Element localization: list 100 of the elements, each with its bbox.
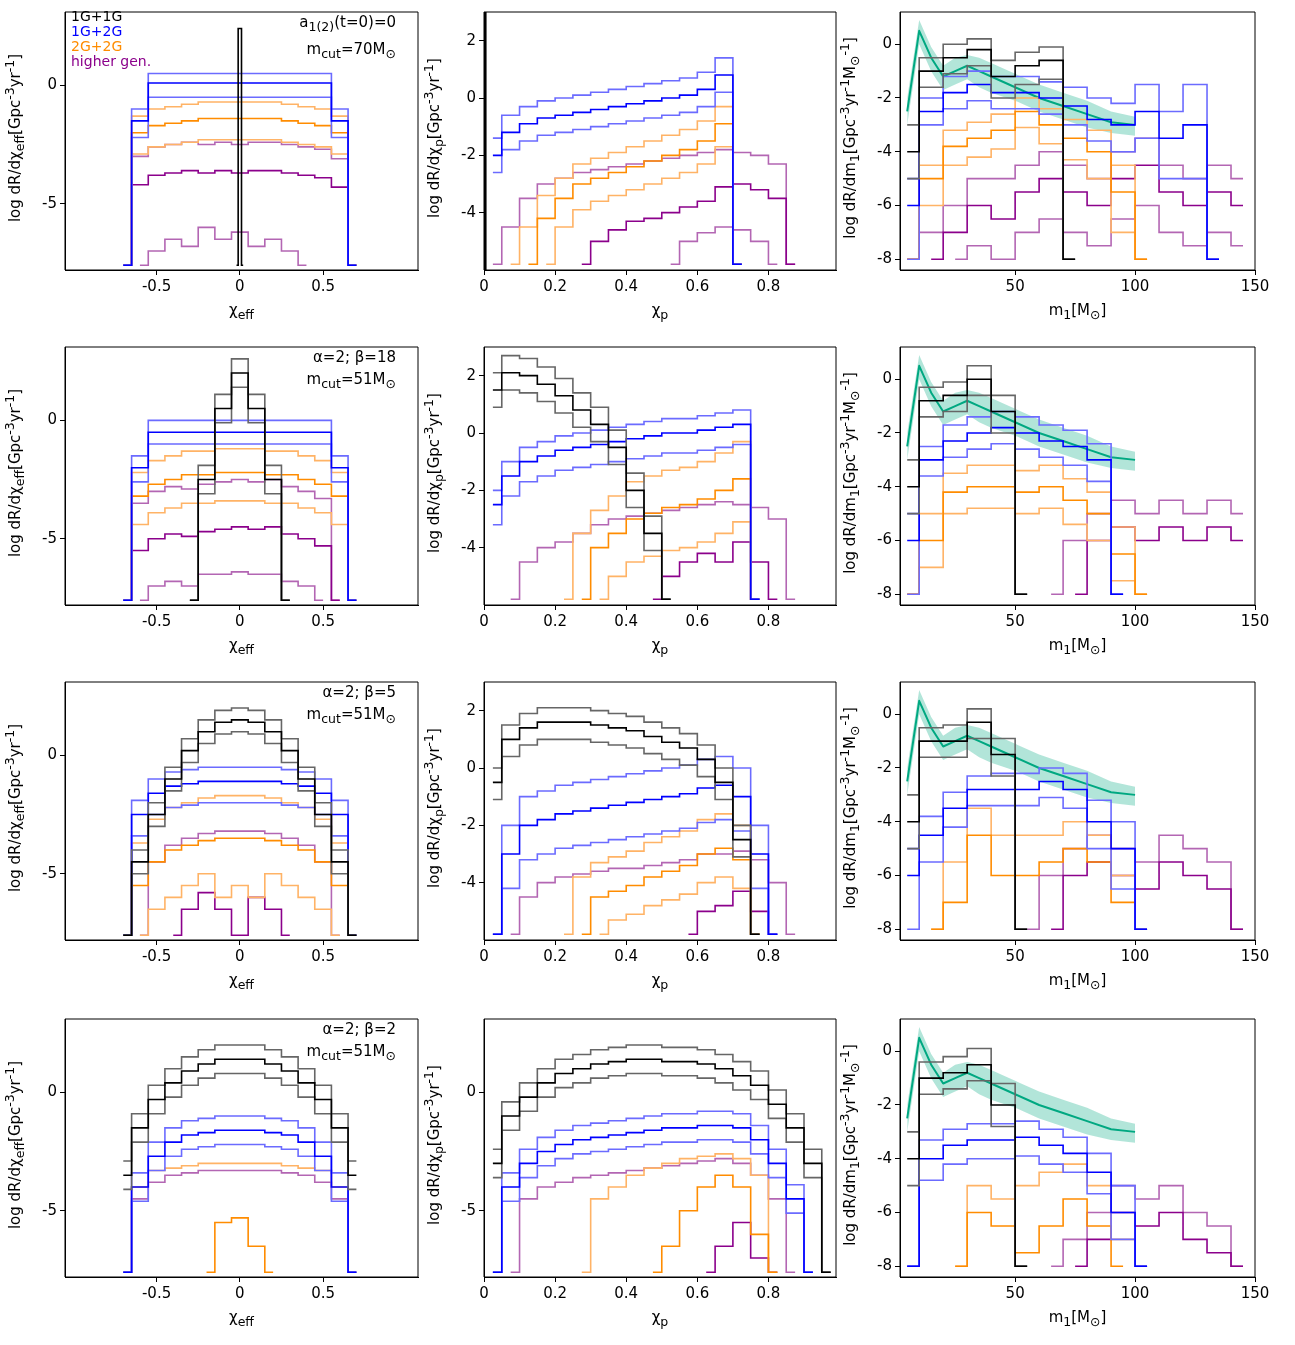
x-axis-title: m$_{1}$[M$_{⊙}$] xyxy=(1048,301,1107,324)
y-tick-label: -6 xyxy=(877,1202,892,1221)
x-tick-label: 0.2 xyxy=(543,276,568,295)
text: higher gen. xyxy=(71,53,152,69)
x-tick-label: 0.5 xyxy=(311,946,336,965)
y-tick-label: -5 xyxy=(42,1200,57,1219)
y-tick-label: -4 xyxy=(461,872,476,891)
x-tick-label: 0 xyxy=(479,946,489,965)
annotation: α=2; β=18 xyxy=(311,347,396,368)
x-tick-label: 150 xyxy=(1240,1283,1270,1302)
y-tick-label: 2 xyxy=(466,700,476,719)
annotation: m$_{cut}$=51M$_{⊙}$ xyxy=(306,369,396,393)
text: 1G+1G xyxy=(71,8,124,24)
x-tick-label: -0.5 xyxy=(141,946,172,965)
y-tick-label: -2 xyxy=(461,145,476,164)
x-tick-label: 0.5 xyxy=(311,611,336,630)
y-tick-label: -8 xyxy=(877,249,892,268)
y-tick-label: 0 xyxy=(47,1082,57,1101)
x-tick-label: -0.5 xyxy=(141,611,172,630)
x-tick-label: 50 xyxy=(1005,946,1025,965)
y-tick-label: -4 xyxy=(877,1148,892,1167)
x-tick-label: 0.6 xyxy=(685,1283,710,1302)
annotation: m$_{cut}$=51M$_{⊙}$ xyxy=(306,704,396,728)
x-tick-label: 0 xyxy=(235,611,245,630)
annotation: a$_{1(2)}$(t=0)=0 xyxy=(299,12,396,36)
y-tick-label: -8 xyxy=(877,584,892,603)
y-tick-label: 0 xyxy=(466,422,476,441)
y-tick-label: -4 xyxy=(877,141,892,160)
annotation: m$_{cut}$=70M$_{⊙}$ xyxy=(305,39,396,63)
y-tick-label: -2 xyxy=(877,87,892,106)
x-tick-label: 0 xyxy=(479,1283,489,1302)
y-tick-label: 0 xyxy=(466,87,476,106)
y-tick-label: 0 xyxy=(882,1041,892,1060)
x-tick-label: 0.6 xyxy=(685,946,710,965)
x-tick-label: 0.8 xyxy=(756,611,781,630)
x-tick-label: 0.4 xyxy=(614,1283,639,1302)
x-tick-label: 50 xyxy=(1005,1283,1025,1302)
y-tick-label: 0 xyxy=(882,369,892,388)
x-tick-label: 100 xyxy=(1120,1283,1150,1302)
x-tick-label: 0 xyxy=(479,611,489,630)
x-tick-label: 150 xyxy=(1240,946,1270,965)
y-tick-label: -5 xyxy=(461,1200,476,1219)
y-tick-label: -4 xyxy=(877,811,892,830)
x-tick-label: 0.4 xyxy=(614,946,639,965)
x-tick-label: 0.8 xyxy=(756,946,781,965)
x-tick-label: 0.8 xyxy=(756,276,781,295)
y-tick-label: -2 xyxy=(461,815,476,834)
x-tick-label: 100 xyxy=(1120,946,1150,965)
x-tick-label: 0.2 xyxy=(543,1283,568,1302)
y-tick-label: 0 xyxy=(882,704,892,723)
annotation: α=2; β=2 xyxy=(321,1019,396,1040)
x-tick-label: 0.2 xyxy=(543,946,568,965)
y-tick-label: 0 xyxy=(47,745,57,764)
y-tick-label: 0 xyxy=(47,75,57,94)
x-tick-label: 50 xyxy=(1005,276,1025,295)
x-tick-label: 0 xyxy=(235,276,245,295)
x-tick-label: 0.8 xyxy=(756,1283,781,1302)
y-tick-label: -8 xyxy=(877,919,892,938)
y-tick-label: -2 xyxy=(461,480,476,499)
y-tick-label: -6 xyxy=(877,195,892,214)
text: 1G+2G xyxy=(71,23,124,39)
x-tick-label: 0.6 xyxy=(685,611,710,630)
x-tick-label: 0.2 xyxy=(543,611,568,630)
x-tick-label: 0 xyxy=(479,276,489,295)
y-tick-label: -5 xyxy=(42,528,57,547)
x-tick-label: 0 xyxy=(235,1283,245,1302)
y-tick-label: -2 xyxy=(877,422,892,441)
y-tick-label: -4 xyxy=(461,537,476,556)
x-axis-title: m$_{1}$[M$_{⊙}$] xyxy=(1048,1308,1107,1331)
x-axis-title: m$_{1}$[M$_{⊙}$] xyxy=(1048,971,1107,994)
x-axis-title: χ$_{eff}$ xyxy=(229,636,254,659)
y-tick-label: 0 xyxy=(466,757,476,776)
x-tick-label: 0.6 xyxy=(685,276,710,295)
y-tick-label: -2 xyxy=(877,757,892,776)
x-tick-label: 0.4 xyxy=(614,611,639,630)
y-tick-label: -5 xyxy=(42,193,57,212)
annotation: α=2; β=5 xyxy=(321,682,396,703)
y-tick-label: 0 xyxy=(882,34,892,53)
x-axis-title: m$_{1}$[M$_{⊙}$] xyxy=(1048,636,1107,659)
x-axis-title: χ$_{eff}$ xyxy=(229,971,254,994)
y-tick-label: -4 xyxy=(877,476,892,495)
y-tick-label: -6 xyxy=(877,530,892,549)
y-tick-label: 0 xyxy=(466,1082,476,1101)
y-tick-label: -4 xyxy=(461,202,476,221)
annotation: m$_{cut}$=51M$_{⊙}$ xyxy=(306,1041,396,1065)
x-tick-label: 150 xyxy=(1240,276,1270,295)
y-tick-label: 0 xyxy=(47,410,57,429)
x-axis-title: χ$_{p}$ xyxy=(651,636,669,659)
y-tick-label: 2 xyxy=(466,365,476,384)
x-tick-label: 100 xyxy=(1120,611,1150,630)
y-tick-label: -8 xyxy=(877,1256,892,1275)
y-tick-label: -5 xyxy=(42,863,57,882)
x-axis-title: χ$_{eff}$ xyxy=(229,301,254,324)
text: 2G+2G xyxy=(71,38,124,54)
y-tick-label: 2 xyxy=(466,30,476,49)
x-tick-label: -0.5 xyxy=(141,276,172,295)
x-axis-title: χ$_{eff}$ xyxy=(229,1308,254,1331)
x-tick-label: 100 xyxy=(1120,276,1150,295)
x-tick-label: 0.5 xyxy=(311,1283,336,1302)
y-tick-label: -2 xyxy=(877,1094,892,1113)
